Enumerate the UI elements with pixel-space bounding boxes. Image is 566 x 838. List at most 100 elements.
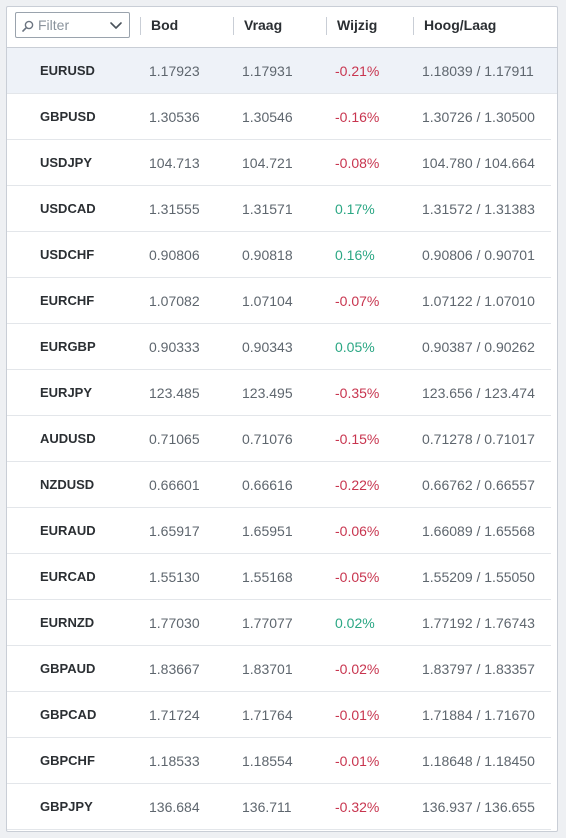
- table-row[interactable]: EURCAD 1.55130 1.55168 -0.05% 1.55209 / 1.55…: [7, 554, 551, 600]
- hoog-laag-cell: 136.937 / 136.655: [422, 799, 535, 815]
- quotes-table-body: EURUSD 1.17923 1.17931 -0.21% 1.18039 / 1.17…: [7, 48, 557, 830]
- table-header: Filter Bod Vraag Wijzig Hoog/Laag: [7, 7, 557, 48]
- symbol-cell: EURCAD: [40, 569, 96, 584]
- vraag-cell: 136.711: [242, 799, 292, 815]
- vraag-cell: 1.65951: [242, 523, 293, 539]
- bod-cell: 123.485: [149, 385, 200, 401]
- vraag-cell: 123.495: [242, 385, 293, 401]
- wijzig-cell: 0.02%: [335, 615, 375, 631]
- symbol-cell: EURCHF: [40, 293, 95, 308]
- bod-cell: 1.31555: [149, 201, 200, 217]
- chevron-down-icon: [109, 18, 123, 32]
- table-row[interactable]: USDJPY 104.713 104.721 -0.08% 104.780 / 104.…: [7, 140, 551, 186]
- hoog-laag-cell: 104.780 / 104.664: [422, 155, 535, 171]
- table-row[interactable]: GBPJPY 136.684 136.711 -0.32% 136.937 / 136.…: [7, 784, 551, 830]
- table-row[interactable]: AUDUSD 0.71065 0.71076 -0.15% 0.71278 / 0.71…: [7, 416, 551, 462]
- column-header-wijzig[interactable]: Wijzig: [326, 7, 377, 47]
- wijzig-cell: -0.35%: [335, 385, 380, 401]
- hoog-laag-cell: 0.71278 / 0.71017: [422, 431, 535, 447]
- symbol-cell: GBPAUD: [40, 661, 96, 676]
- table-row[interactable]: GBPCAD 1.71724 1.71764 -0.01% 1.71884 / 1.71…: [7, 692, 551, 738]
- vraag-cell: 1.55168: [242, 569, 293, 585]
- symbol-cell: USDCHF: [40, 247, 95, 262]
- hoog-laag-cell: 123.656 / 123.474: [422, 385, 535, 401]
- vraag-cell: 0.90343: [242, 339, 293, 355]
- symbol-cell: USDJPY: [40, 155, 93, 170]
- column-header-vraag[interactable]: Vraag: [233, 7, 282, 47]
- wijzig-cell: -0.08%: [335, 155, 380, 171]
- vraag-cell: 1.30546: [242, 109, 293, 125]
- hoog-laag-cell: 0.90806 / 0.90701: [422, 247, 535, 263]
- filter-dropdown[interactable]: Filter: [15, 12, 130, 38]
- wijzig-cell: -0.32%: [335, 799, 380, 815]
- table-row[interactable]: EURUSD 1.17923 1.17931 -0.21% 1.18039 / 1.17…: [7, 48, 557, 94]
- filter-placeholder: Filter: [38, 17, 70, 33]
- symbol-cell: EURNZD: [40, 615, 95, 630]
- bod-cell: 1.83667: [149, 661, 200, 677]
- symbol-cell: GBPUSD: [40, 109, 96, 124]
- wijzig-cell: -0.22%: [335, 477, 380, 493]
- symbol-cell: USDCAD: [40, 201, 96, 216]
- wijzig-cell: -0.15%: [335, 431, 380, 447]
- bod-cell: 1.18533: [149, 753, 200, 769]
- vraag-cell: 0.71076: [242, 431, 293, 447]
- bod-cell: 0.90806: [149, 247, 200, 263]
- wijzig-cell: -0.01%: [335, 707, 380, 723]
- vraag-cell: 1.18554: [242, 753, 293, 769]
- symbol-cell: AUDUSD: [40, 431, 96, 446]
- hoog-laag-cell: 1.83797 / 1.83357: [422, 661, 535, 677]
- bod-cell: 0.66601: [149, 477, 200, 493]
- vraag-cell: 0.66616: [242, 477, 293, 493]
- search-icon: [22, 19, 34, 32]
- quotes-panel: Filter Bod Vraag Wijzig Hoog/Laag EURUSD…: [6, 6, 558, 832]
- table-row[interactable]: USDCAD 1.31555 1.31571 0.17% 1.31572 / 1.313…: [7, 186, 551, 232]
- vraag-cell: 1.07104: [242, 293, 293, 309]
- hoog-laag-cell: 0.66762 / 0.66557: [422, 477, 535, 493]
- vraag-cell: 1.31571: [242, 201, 293, 217]
- table-row[interactable]: EURCHF 1.07082 1.07104 -0.07% 1.07122 / 1.07…: [7, 278, 551, 324]
- hoog-laag-cell: 1.77192 / 1.76743: [422, 615, 535, 631]
- bod-cell: 1.30536: [149, 109, 200, 125]
- vraag-cell: 0.90818: [242, 247, 293, 263]
- hoog-laag-cell: 1.07122 / 1.07010: [422, 293, 535, 309]
- symbol-cell: NZDUSD: [40, 477, 95, 492]
- symbol-cell: GBPCAD: [40, 707, 97, 722]
- column-header-hoog-laag[interactable]: Hoog/Laag: [413, 7, 496, 47]
- bod-cell: 1.55130: [149, 569, 200, 585]
- bod-cell: 1.17923: [149, 63, 200, 79]
- wijzig-cell: -0.05%: [335, 569, 380, 585]
- hoog-laag-cell: 1.18039 / 1.17911: [422, 63, 534, 79]
- hoog-laag-cell: 0.90387 / 0.90262: [422, 339, 535, 355]
- table-row[interactable]: GBPUSD 1.30536 1.30546 -0.16% 1.30726 / 1.30…: [7, 94, 551, 140]
- symbol-cell: EURUSD: [40, 63, 95, 78]
- bod-cell: 104.713: [149, 155, 200, 171]
- vraag-cell: 104.721: [242, 155, 293, 171]
- symbol-cell: EURAUD: [40, 523, 96, 538]
- wijzig-cell: 0.17%: [335, 201, 375, 217]
- wijzig-cell: -0.16%: [335, 109, 380, 125]
- hoog-laag-cell: 1.55209 / 1.55050: [422, 569, 535, 585]
- table-row[interactable]: EURJPY 123.485 123.495 -0.35% 123.656 / 123.…: [7, 370, 551, 416]
- hoog-laag-cell: 1.66089 / 1.65568: [422, 523, 535, 539]
- vraag-cell: 1.17931: [242, 63, 293, 79]
- table-row[interactable]: GBPCHF 1.18533 1.18554 -0.01% 1.18648 / 1.18…: [7, 738, 551, 784]
- wijzig-cell: -0.21%: [335, 63, 380, 79]
- wijzig-cell: -0.02%: [335, 661, 380, 677]
- table-row[interactable]: EURGBP 0.90333 0.90343 0.05% 0.90387 / 0.902…: [7, 324, 551, 370]
- table-row[interactable]: NZDUSD 0.66601 0.66616 -0.22% 0.66762 / 0.66…: [7, 462, 551, 508]
- wijzig-cell: 0.05%: [335, 339, 375, 355]
- wijzig-cell: -0.06%: [335, 523, 380, 539]
- table-row[interactable]: EURNZD 1.77030 1.77077 0.02% 1.77192 / 1.767…: [7, 600, 551, 646]
- symbol-cell: GBPCHF: [40, 753, 95, 768]
- bod-cell: 1.07082: [149, 293, 200, 309]
- table-row[interactable]: EURAUD 1.65917 1.65951 -0.06% 1.66089 / 1.65…: [7, 508, 551, 554]
- bod-cell: 0.90333: [149, 339, 200, 355]
- wijzig-cell: 0.16%: [335, 247, 375, 263]
- vraag-cell: 1.77077: [242, 615, 293, 631]
- symbol-cell: GBPJPY: [40, 799, 93, 814]
- column-header-bod[interactable]: Bod: [140, 7, 178, 47]
- vraag-cell: 1.83701: [242, 661, 293, 677]
- bod-cell: 1.71724: [149, 707, 200, 723]
- table-row[interactable]: USDCHF 0.90806 0.90818 0.16% 0.90806 / 0.907…: [7, 232, 551, 278]
- table-row[interactable]: GBPAUD 1.83667 1.83701 -0.02% 1.83797 / 1.83…: [7, 646, 551, 692]
